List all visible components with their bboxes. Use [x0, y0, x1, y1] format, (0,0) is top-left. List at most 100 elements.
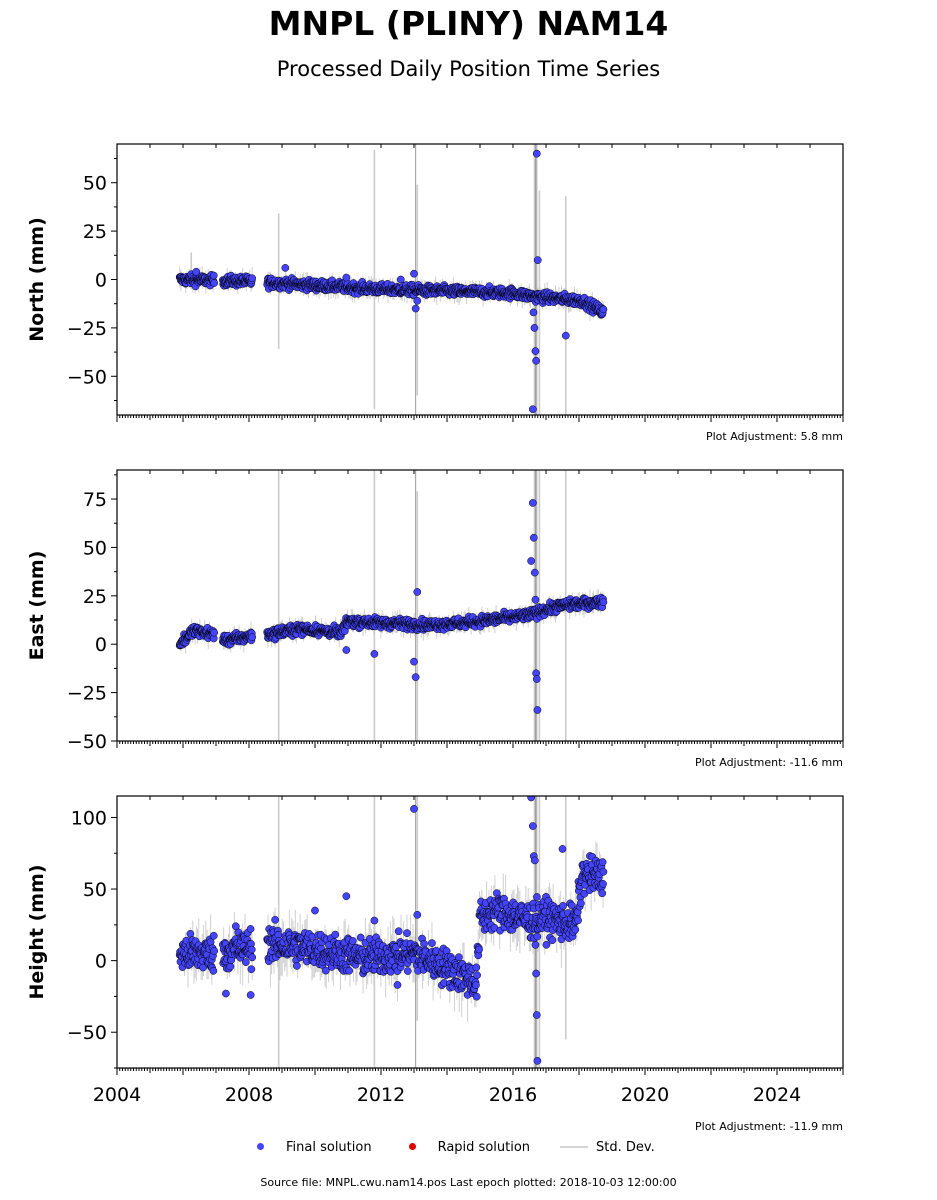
data-point [472, 981, 480, 989]
data-point [548, 936, 557, 945]
data-point [370, 650, 379, 658]
data-point [247, 965, 256, 974]
data-point [226, 962, 235, 971]
data-point [530, 856, 539, 865]
data-point [403, 967, 412, 975]
data-point [396, 275, 405, 284]
data-point [411, 673, 420, 681]
plot-adjustment-label: Plot Adjustment: -11.6 mm [695, 756, 843, 769]
data-point [420, 939, 428, 948]
data-point [527, 557, 536, 565]
data-point [210, 628, 219, 637]
data-point [370, 916, 379, 925]
data-point [574, 916, 582, 925]
data-point [533, 932, 542, 941]
data-point [393, 981, 402, 989]
data-point [331, 930, 340, 939]
data-point [529, 533, 538, 542]
y-tick-label: 50 [83, 537, 107, 559]
data-point [342, 273, 351, 282]
data-point [248, 633, 257, 642]
data-point [531, 347, 540, 355]
data-point [576, 899, 585, 908]
data-point [561, 331, 570, 340]
data-point [599, 598, 608, 606]
data-point [529, 308, 538, 317]
data-point [532, 356, 540, 365]
data-point [598, 858, 607, 866]
chart-subtitle: Processed Daily Position Time Series [276, 57, 661, 81]
data-point [473, 971, 481, 980]
data-point [210, 947, 219, 955]
data-point [532, 1011, 541, 1019]
data-point [222, 989, 230, 998]
data-point [342, 892, 351, 901]
panel-2: −50 −25 0 25 50 75 East (mm) Plot Adjustment: -… [26, 469, 844, 769]
data-point [530, 324, 539, 332]
y-tick-label: 0 [95, 270, 107, 292]
data-point [532, 969, 540, 978]
data-point [413, 296, 422, 305]
y-axis-label: East (mm) [26, 551, 48, 661]
plot-area [175, 796, 608, 1068]
data-point [559, 902, 567, 910]
data-point [428, 939, 436, 947]
data-point [558, 845, 567, 853]
y-tick-label: 50 [83, 173, 107, 195]
data-point [231, 922, 240, 931]
chart-title: MNPL (PLINY) NAM14 [268, 4, 669, 43]
data-point [410, 269, 418, 278]
data-point [599, 880, 607, 888]
plot-frame [116, 795, 844, 1069]
y-tick-label: 25 [83, 221, 107, 243]
data-point [345, 966, 354, 975]
data-point [356, 933, 365, 942]
panel-3: 2004 2008 2012 2016 2020 2024−50050100Height … [26, 795, 844, 1133]
data-point [472, 963, 481, 972]
data-point [410, 805, 418, 813]
data-point [394, 927, 403, 936]
data-point [598, 889, 607, 898]
data-point [311, 906, 319, 915]
data-point [532, 675, 541, 683]
data-point [192, 267, 201, 276]
data-point [533, 893, 541, 901]
plot-area [175, 470, 608, 741]
data-point [542, 940, 551, 949]
data-point [599, 867, 608, 876]
data-point [599, 305, 608, 314]
data-point [532, 149, 541, 158]
data-point [246, 925, 255, 933]
data-point [241, 958, 250, 966]
data-point [209, 931, 218, 940]
data-point [321, 966, 330, 975]
data-point [571, 925, 580, 934]
y-axis-label: North (mm) [26, 217, 48, 342]
data-point [247, 945, 256, 954]
data-point [528, 822, 537, 830]
data-point [527, 796, 535, 802]
panel-1: −50 −25 0 25 50 North (mm) Plot Adjustment: 5.… [26, 143, 844, 443]
y-tick-label: 25 [83, 586, 107, 608]
data-point [413, 588, 422, 596]
data-point [248, 953, 257, 962]
data-point [210, 279, 219, 287]
data-point [475, 945, 483, 954]
data-point [455, 953, 463, 962]
data-point [246, 991, 255, 999]
y-tick-label: 75 [83, 489, 107, 511]
data-point [410, 657, 418, 666]
data-point [281, 264, 290, 272]
data-point [199, 963, 207, 972]
data-point [403, 929, 411, 937]
data-point [528, 405, 537, 414]
data-point [411, 304, 420, 313]
y-tick-label: −25 [67, 683, 107, 705]
data-point [533, 256, 542, 264]
y-tick-label: 0 [95, 634, 107, 656]
plot-area [175, 144, 608, 415]
data-point [209, 967, 218, 975]
data-point [530, 568, 539, 577]
data-point [209, 271, 218, 280]
